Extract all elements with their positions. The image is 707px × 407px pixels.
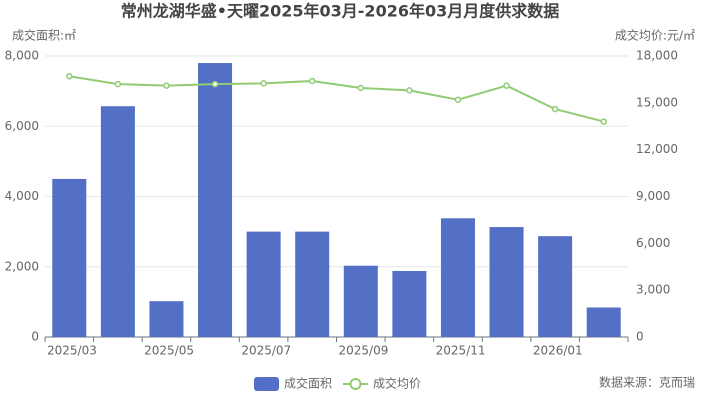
bar: [343, 265, 378, 337]
y2-tick-label: 3,000: [636, 283, 670, 297]
point: [503, 82, 510, 89]
point: [114, 80, 122, 88]
point: [211, 80, 219, 88]
line: [69, 75, 604, 123]
legend-label: 成交均价: [373, 376, 421, 391]
point: [66, 73, 73, 80]
point: [308, 77, 316, 85]
y-tick-label: 4,000: [5, 189, 39, 203]
bar: [538, 236, 573, 337]
x-tick-label: 2025/09: [339, 344, 389, 358]
y2-tick-label: 12,000: [636, 142, 678, 156]
y-tick-label: 2,000: [5, 259, 39, 273]
x-tick-label: 2025/03: [47, 344, 97, 358]
bar: [100, 106, 135, 337]
bar: [52, 178, 87, 337]
point: [406, 87, 413, 94]
legend-swatch: [349, 378, 362, 390]
bar: [440, 218, 475, 337]
point: [260, 80, 267, 87]
y2-tick-label: 15,000: [636, 95, 678, 109]
x-tick-label: 2025/07: [241, 344, 291, 358]
chart-title: 常州龙湖华盛•天曜2025年03月-2026年03月月度供求数据: [121, 2, 559, 21]
point: [454, 96, 462, 103]
bar: [586, 307, 621, 337]
legend-label: 成交面积: [284, 376, 332, 391]
y-tick-label: 6,000: [5, 119, 39, 133]
y-tick-label: 8,000: [5, 49, 39, 63]
bar: [149, 301, 184, 337]
x-tick-label: 2026/01: [533, 344, 583, 358]
bar: [198, 63, 233, 338]
point: [357, 84, 365, 92]
y2-tick-label: 6,000: [636, 236, 670, 250]
x-tick-label: 2025/11: [436, 344, 486, 358]
y2-tick-label: 0: [636, 330, 644, 344]
y-axis-label: 成交面积:㎡: [12, 28, 76, 43]
bar: [489, 227, 524, 337]
source: 数据来源：克而瑞: [599, 375, 695, 390]
y2-tick-label: 18,000: [636, 49, 678, 63]
y2-tick-label: 9,000: [636, 189, 670, 203]
bar: [295, 231, 330, 337]
bar: [246, 231, 281, 337]
point: [600, 118, 607, 125]
point: [163, 82, 170, 89]
x-tick-label: 2025/05: [144, 344, 194, 358]
point: [551, 105, 559, 113]
bar: [392, 270, 427, 337]
legend-swatch: [254, 377, 279, 391]
y2-axis-label: 成交均价:元/㎡: [615, 28, 695, 43]
y-tick-label: 0: [31, 330, 39, 344]
